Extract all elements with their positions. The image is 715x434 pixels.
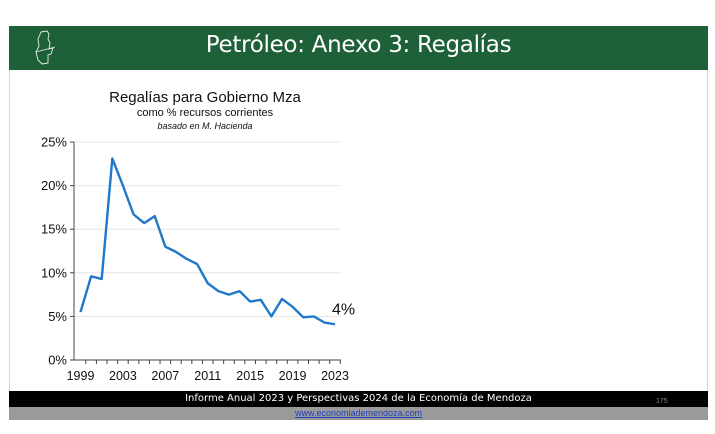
mendoza-map-outline-icon [35, 30, 56, 65]
slide-title: Petróleo: Anexo 3: Regalías [205, 32, 512, 58]
x-tick-label: 2023 [321, 369, 349, 383]
y-tick-label: 25% [41, 135, 67, 150]
x-tick-label: 2015 [236, 369, 264, 383]
y-tick-label: 15% [41, 222, 67, 237]
x-tick-label: 2011 [194, 369, 221, 383]
x-tick-label: 2019 [279, 369, 307, 383]
chart-title: Regalías para Gobierno Mza [109, 89, 301, 106]
footer-report-title: Informe Anual 2023 y Perspectivas 2024 d… [9, 391, 708, 407]
chart-source-note: basado en M. Hacienda [157, 121, 253, 131]
x-tick-label: 2007 [151, 369, 179, 383]
y-tick-label: 5% [48, 309, 67, 324]
y-tick-label: 20% [41, 178, 67, 193]
series-line [79, 157, 336, 326]
chart-subtitle: como % recursos corrientes [136, 107, 274, 119]
last-value-annotation: 4% [332, 302, 355, 319]
website-link[interactable]: www.economiademendoza.com [294, 408, 423, 418]
x-tick-label: 1999 [67, 369, 95, 383]
y-tick-label: 0% [48, 353, 67, 368]
slide-header: Petróleo: Anexo 3: Regalías [9, 26, 708, 70]
page-number: 175 [656, 398, 668, 405]
x-tick-label: 2003 [109, 369, 137, 383]
footer-link-bar: www.economiademendoza.com [9, 407, 708, 420]
y-tick-label: 10% [41, 265, 67, 280]
